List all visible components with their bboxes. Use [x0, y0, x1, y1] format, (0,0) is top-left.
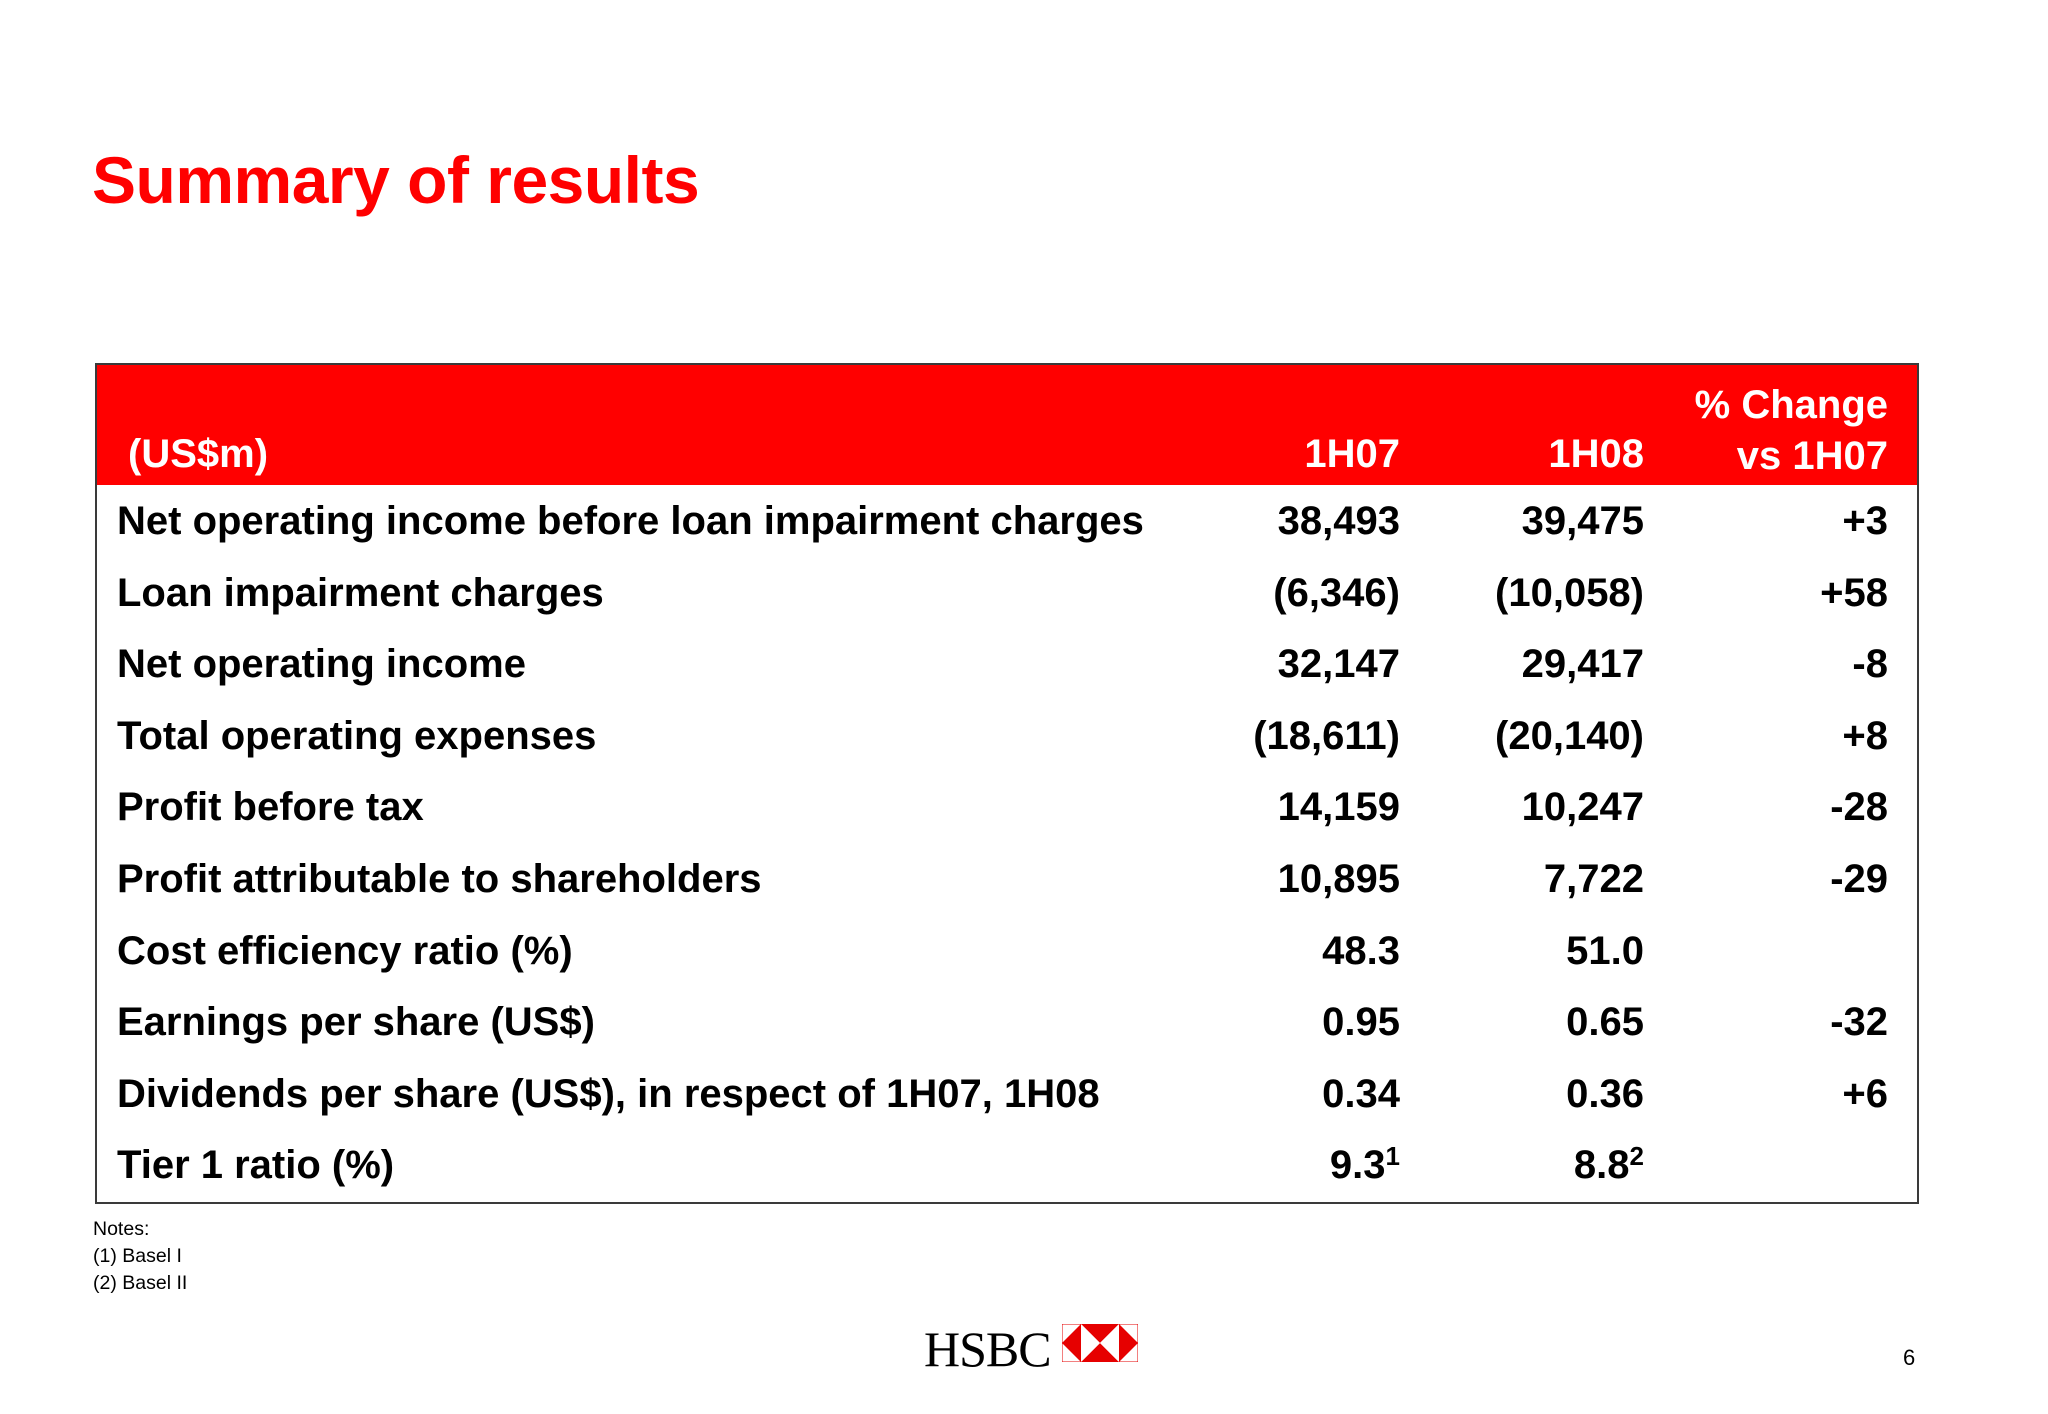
row-label: Net operating income: [117, 642, 526, 687]
row-value-change: -8: [1852, 642, 1888, 687]
row-value-change: +8: [1842, 713, 1888, 758]
note-item: (2) Basel II: [93, 1272, 188, 1294]
row-value-1h07: 9.31: [1329, 1141, 1400, 1188]
row-label: Loan impairment charges: [117, 570, 604, 615]
row-label: Cost efficiency ratio (%): [117, 928, 573, 973]
row-value-1h07: (6,346): [1273, 570, 1400, 615]
table-row: Loan impairment charges (6,346) (10,058)…: [97, 557, 1917, 629]
row-value-1h07: (18,611): [1253, 713, 1400, 758]
row-label: Dividends per share (US$), in respect of…: [117, 1071, 1100, 1116]
row-value-1h07: 0.95: [1322, 1000, 1400, 1045]
header-change-line1: % Change: [1694, 383, 1888, 427]
table-row: Net operating income before loan impairm…: [97, 485, 1917, 557]
row-value-change: +58: [1820, 570, 1888, 615]
notes-heading: Notes:: [93, 1218, 150, 1240]
row-value-1h07: 38,493: [1277, 499, 1400, 543]
row-label: Profit before tax: [117, 785, 424, 830]
tier1-1h07-value: 9.3: [1329, 1143, 1386, 1188]
table-row: Earnings per share (US$) 0.95 0.65 -32: [97, 986, 1917, 1058]
hsbc-hexagon-icon: [1062, 1324, 1138, 1362]
row-value-1h07: 48.3: [1322, 928, 1400, 973]
table-row: Net operating income 32,147 29,417 -8: [97, 628, 1917, 700]
results-table: (US$m) 1H07 1H08 % Change vs 1H07 Net op…: [95, 363, 1919, 1204]
row-value-1h07: 14,159: [1277, 785, 1400, 830]
row-value-1h08: 0.36: [1566, 1071, 1644, 1116]
row-value-1h08: 51.0: [1566, 928, 1644, 973]
row-value-1h08: 8.82: [1573, 1141, 1644, 1188]
page-number: 6: [1903, 1345, 1916, 1370]
row-value-1h07: 10,895: [1277, 856, 1400, 901]
row-label: Tier 1 ratio (%): [117, 1143, 395, 1188]
hsbc-logo-text: HSBC: [924, 1321, 1052, 1377]
table-row: Cost efficiency ratio (%) 48.3 51.0: [97, 915, 1917, 987]
row-value-1h08: 29,417: [1521, 642, 1644, 687]
row-value-change: -32: [1830, 1000, 1888, 1045]
note-item: (1) Basel I: [93, 1245, 182, 1267]
header-unit: (US$m): [128, 432, 269, 476]
tier1-1h08-value: 8.8: [1573, 1143, 1630, 1188]
row-value-1h08: (20,140): [1495, 713, 1644, 758]
footnotes: Notes: (1) Basel I (2) Basel II: [93, 1216, 187, 1297]
row-label: Net operating income before loan impairm…: [117, 499, 1144, 543]
row-value-change: +3: [1842, 499, 1888, 543]
page-title: Summary of results: [92, 143, 700, 217]
row-label: Total operating expenses: [117, 713, 597, 758]
row-value-1h08: (10,058): [1495, 570, 1644, 615]
table-row: Profit before tax 14,159 10,247 -28: [97, 771, 1917, 843]
row-value-change: -28: [1830, 785, 1888, 830]
row-value-1h07: 32,147: [1277, 642, 1400, 687]
header-1h07: 1H07: [1304, 432, 1400, 476]
footnote-ref-1: 1: [1385, 1141, 1400, 1172]
header-1h08: 1H08: [1548, 432, 1644, 476]
table-row: Profit attributable to shareholders 10,8…: [97, 843, 1917, 915]
footnote-ref-2: 2: [1629, 1141, 1644, 1172]
row-value-change: +6: [1842, 1071, 1888, 1116]
row-label: Earnings per share (US$): [117, 1000, 595, 1045]
row-value-1h08: 39,475: [1521, 499, 1644, 543]
hsbc-logo: HSBC: [924, 1320, 1144, 1377]
row-value-change: -29: [1830, 856, 1888, 901]
table-header: (US$m) 1H07 1H08 % Change vs 1H07: [97, 365, 1917, 485]
header-change: % Change vs 1H07: [1695, 380, 1888, 482]
row-value-1h08: 10,247: [1521, 785, 1644, 830]
table-body: Net operating income before loan impairm…: [97, 485, 1917, 1201]
header-change-line2: vs 1H07: [1736, 434, 1888, 478]
row-value-1h08: 0.65: [1566, 1000, 1644, 1045]
row-value-1h07: 0.34: [1322, 1071, 1400, 1116]
row-label: Profit attributable to shareholders: [117, 856, 762, 901]
row-value-1h08: 7,722: [1543, 856, 1644, 901]
table-row: Dividends per share (US$), in respect of…: [97, 1058, 1917, 1130]
table-row: Total operating expenses (18,611) (20,14…: [97, 700, 1917, 772]
table-row: Tier 1 ratio (%) 9.31 8.82: [97, 1129, 1917, 1201]
